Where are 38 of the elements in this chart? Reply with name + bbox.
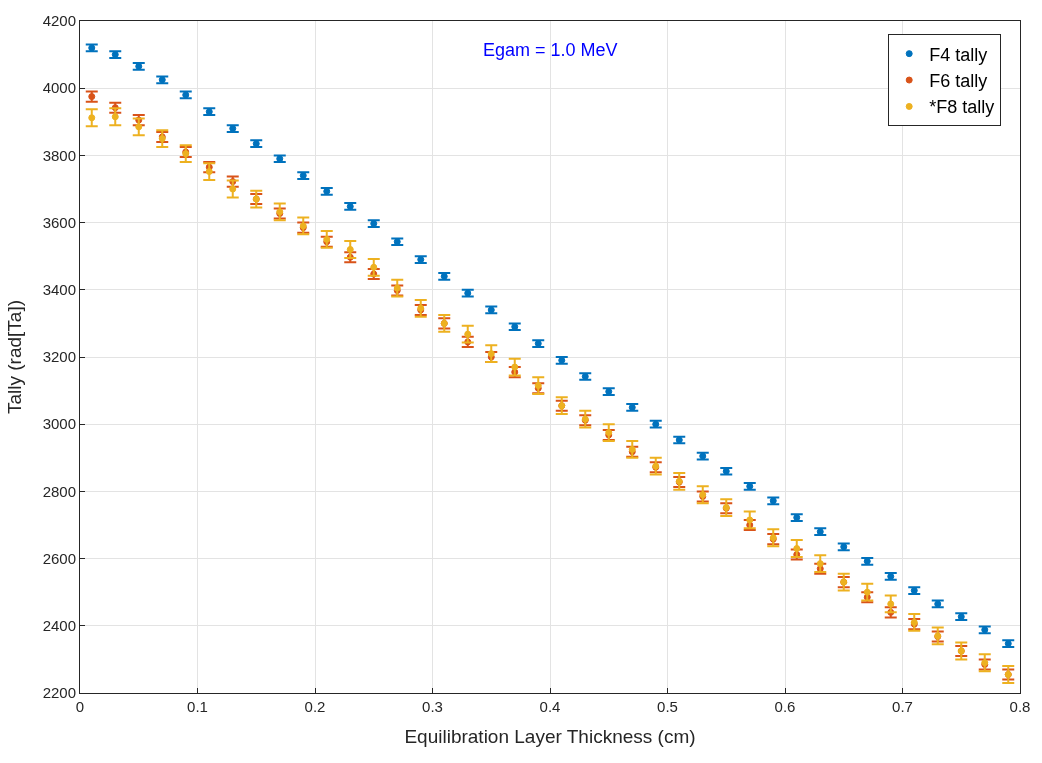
- y-tick-label: 3600: [42, 213, 76, 231]
- point: [699, 452, 707, 460]
- legend-label: *F8 tally: [929, 97, 995, 118]
- x-tick-label: 0.4: [539, 698, 561, 715]
- y-tick-label: 2200: [42, 684, 76, 702]
- x-tick-label: 0: [75, 698, 85, 715]
- y-tick-label: 3200: [42, 348, 76, 366]
- point: [182, 91, 190, 99]
- y-tick-label: 2600: [42, 549, 76, 567]
- y-tick-label: 4200: [42, 12, 76, 30]
- x-tick-label: 0.8: [1009, 698, 1031, 715]
- point: [88, 44, 96, 52]
- y-tick-label: 3400: [42, 281, 76, 299]
- point: [464, 289, 472, 297]
- x-tick-label: 0.1: [187, 698, 208, 715]
- legend-label: F4 tally: [929, 44, 988, 65]
- point: [981, 626, 989, 634]
- x-tick-label: 0.5: [657, 698, 678, 715]
- annotation: Egam = 1.0 MeV: [483, 40, 618, 60]
- legend-label: F6 tally: [929, 71, 988, 92]
- x-tick-label: 0.3: [422, 698, 443, 715]
- x-tick-label: 0.7: [892, 698, 913, 715]
- y-tick-label: 3800: [42, 146, 76, 164]
- y-tick-label: 2400: [42, 617, 76, 635]
- point: [769, 497, 777, 505]
- y-tick-label: 4000: [42, 79, 76, 97]
- y-tick-label: 3000: [42, 415, 76, 433]
- point: [675, 436, 683, 444]
- x-axis-title: Equilibration Layer Thickness (cm): [404, 725, 696, 747]
- y-tick-label: 2800: [42, 482, 76, 500]
- y-axis-title: Tally (rad[Ta]): [4, 299, 26, 415]
- x-tick-label: 0.6: [774, 698, 796, 715]
- point: [934, 600, 942, 608]
- point: [158, 76, 166, 84]
- point: [840, 543, 848, 551]
- point: [487, 306, 495, 314]
- point: [652, 420, 660, 428]
- x-tick-label: 0.2: [304, 698, 326, 715]
